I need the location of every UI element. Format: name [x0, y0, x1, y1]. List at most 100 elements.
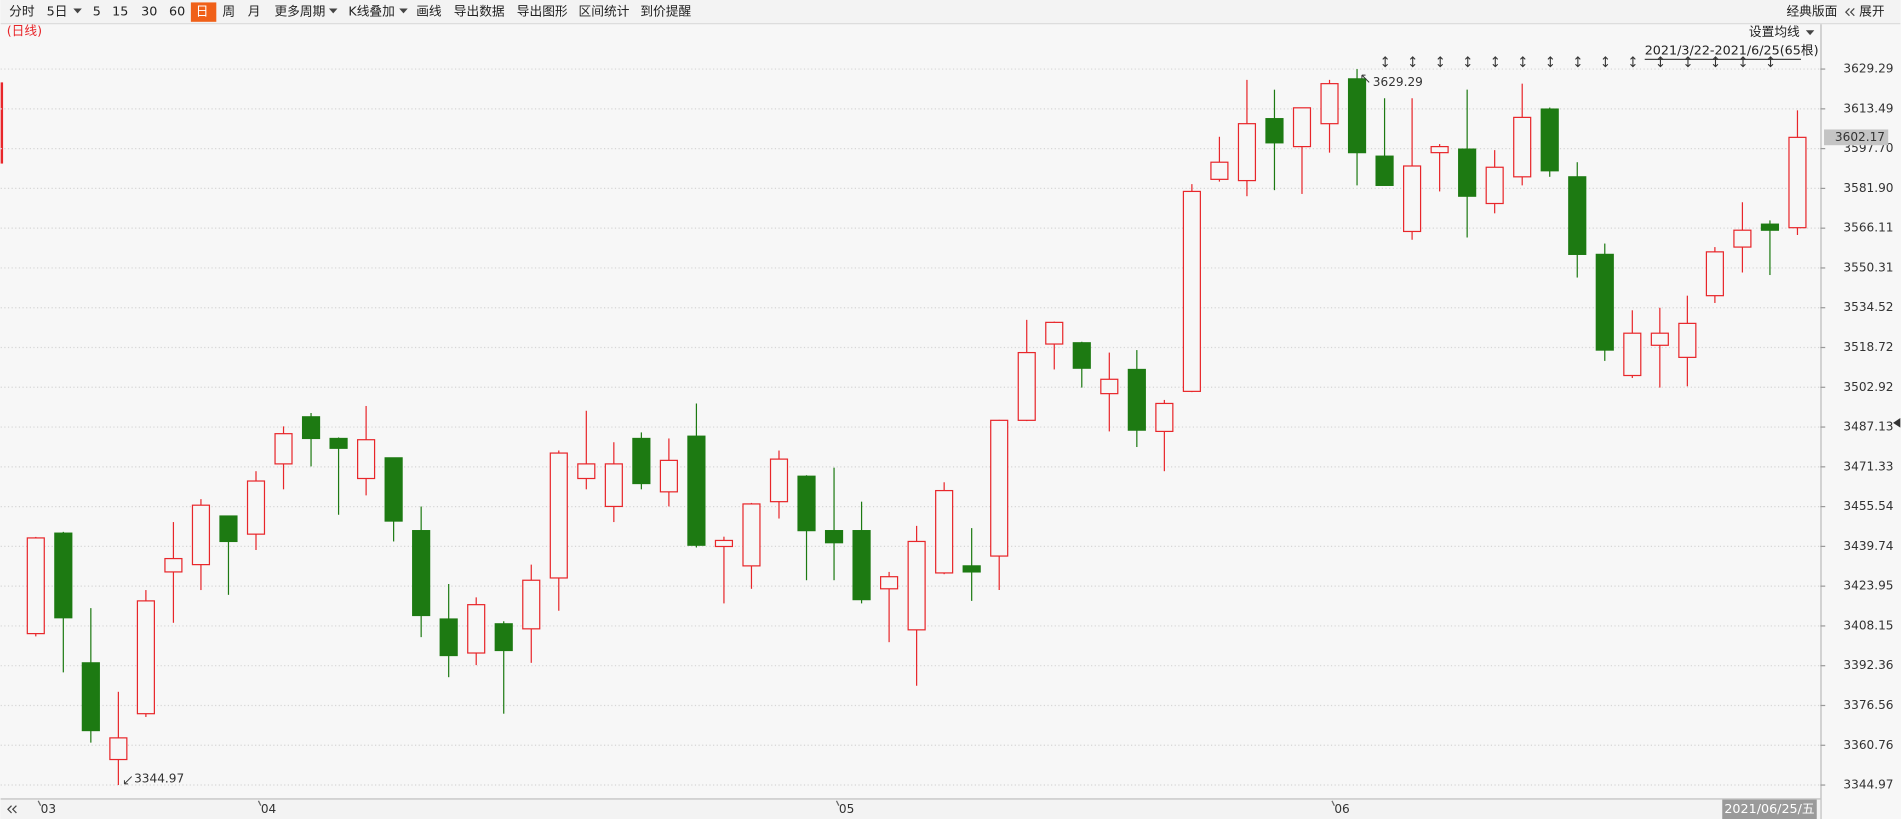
period-label: (日线) [7, 23, 42, 38]
candle-down [632, 437, 651, 485]
toolbar-item[interactable]: 到价提醒 [640, 4, 691, 19]
x-axis-bar [0, 799, 1821, 819]
toolbar-item[interactable]: 导出图形 [517, 4, 568, 19]
marker-icon [1437, 56, 1444, 68]
y-tick-label: 3439.74 [1843, 539, 1893, 553]
candle-up [1182, 190, 1201, 392]
candle-up [1045, 321, 1064, 345]
y-tick-label: 3629.29 [1843, 62, 1893, 76]
candle-down [1458, 148, 1477, 197]
ma-button[interactable]: 设置均线 [1749, 24, 1800, 39]
candle-up [1292, 107, 1312, 148]
candle-down [384, 457, 403, 522]
candle-up [136, 600, 155, 715]
toolbar-item[interactable]: 60 [169, 4, 185, 19]
x-tick-label: 04 [261, 802, 277, 816]
toolbar-item[interactable]: 周 [222, 4, 235, 19]
candle-up [467, 604, 486, 654]
candle-up [577, 463, 596, 480]
x-tick [835, 800, 840, 806]
expand-button[interactable]: 展开 [1859, 4, 1885, 19]
candle-up [1430, 145, 1449, 154]
y-tick-label: 3581.90 [1843, 181, 1893, 195]
y-tick-label: 3518.72 [1843, 340, 1893, 354]
toolbar-item[interactable]: 导出数据 [454, 4, 505, 19]
toolbar-item[interactable]: 更多周期 [274, 4, 325, 19]
candle-up [1513, 116, 1532, 178]
candle-down [81, 662, 100, 732]
marker-icon [1657, 56, 1664, 68]
marker-icon [1492, 56, 1499, 68]
y-tick-label: 3423.95 [1843, 579, 1893, 593]
candle-up [246, 480, 266, 535]
toolbar-item[interactable]: 30 [141, 4, 157, 19]
toolbar-item[interactable]: 分时 [9, 4, 35, 19]
candle-up [1017, 351, 1036, 421]
candle-up [1650, 332, 1669, 346]
candle-down [54, 532, 73, 619]
y-tick-label: 3613.49 [1843, 101, 1893, 115]
candle-down [329, 437, 348, 449]
candle-down [1072, 342, 1091, 369]
candle-down [852, 530, 871, 601]
candle-down [219, 515, 238, 543]
candle-up [659, 459, 678, 493]
candle-down [1127, 368, 1146, 431]
toolbar-item[interactable]: 5 [93, 4, 101, 19]
candle-down [1568, 176, 1587, 255]
toolbar-item[interactable]: K线叠加 [348, 4, 395, 19]
toolbar-item[interactable]: 15 [112, 4, 128, 19]
candle-up [549, 452, 568, 579]
candle-up [1733, 229, 1752, 248]
candle-down [1760, 223, 1780, 231]
candle-up [769, 458, 789, 503]
toolbar-item[interactable]: 画线 [416, 4, 442, 19]
marker-icon [1685, 56, 1691, 68]
toolbar [0, 0, 1901, 24]
y-tick-label: 3376.56 [1843, 698, 1893, 712]
candle-up [990, 419, 1009, 557]
y-tick-label: 3392.36 [1843, 658, 1893, 672]
marker-icon [1519, 56, 1526, 68]
candle-up [522, 579, 541, 630]
candle-up [1320, 83, 1339, 125]
candle-up [357, 439, 376, 480]
y-tick-label: 3566.11 [1843, 221, 1893, 235]
y-tick-label: 3360.76 [1843, 738, 1893, 752]
toolbar-item[interactable]: 月 [248, 4, 261, 19]
candle-up [742, 503, 761, 567]
x-tick [1331, 800, 1335, 806]
layout-button[interactable]: 经典版面 [1786, 4, 1837, 19]
candle-down [1540, 108, 1559, 172]
candle-up [1403, 165, 1422, 233]
toolbar-item[interactable]: 区间统计 [579, 4, 630, 19]
candle-up [907, 540, 926, 631]
candle-up [1678, 322, 1697, 358]
x-tick [257, 800, 262, 806]
scroll-left[interactable] [7, 805, 17, 814]
y-tick-label: 3455.54 [1843, 499, 1893, 513]
candle-up [880, 576, 899, 590]
marker-icon [1712, 56, 1719, 68]
min-arrow [123, 776, 133, 785]
candle-down [439, 618, 458, 657]
active-period-bg [190, 2, 217, 22]
y-tick-label: 3487.13 [1843, 420, 1893, 434]
candle-down [1265, 118, 1284, 144]
candle-up [26, 537, 45, 635]
x-tick-label: 05 [839, 802, 854, 816]
toolbar-item[interactable]: 5日 [47, 4, 68, 19]
last-price: 3602.17 [1835, 130, 1885, 144]
candle-down [1375, 155, 1394, 186]
candle-up [1485, 166, 1504, 205]
candle-down [797, 475, 816, 532]
candle-up [714, 539, 734, 548]
x-tick-label: 03 [41, 802, 56, 816]
left-marker [0, 82, 4, 164]
candle-up [935, 489, 954, 574]
marker-icon [1602, 56, 1609, 68]
toolbar-item[interactable]: 日 [196, 4, 209, 19]
collapse-icon [1844, 8, 1855, 17]
